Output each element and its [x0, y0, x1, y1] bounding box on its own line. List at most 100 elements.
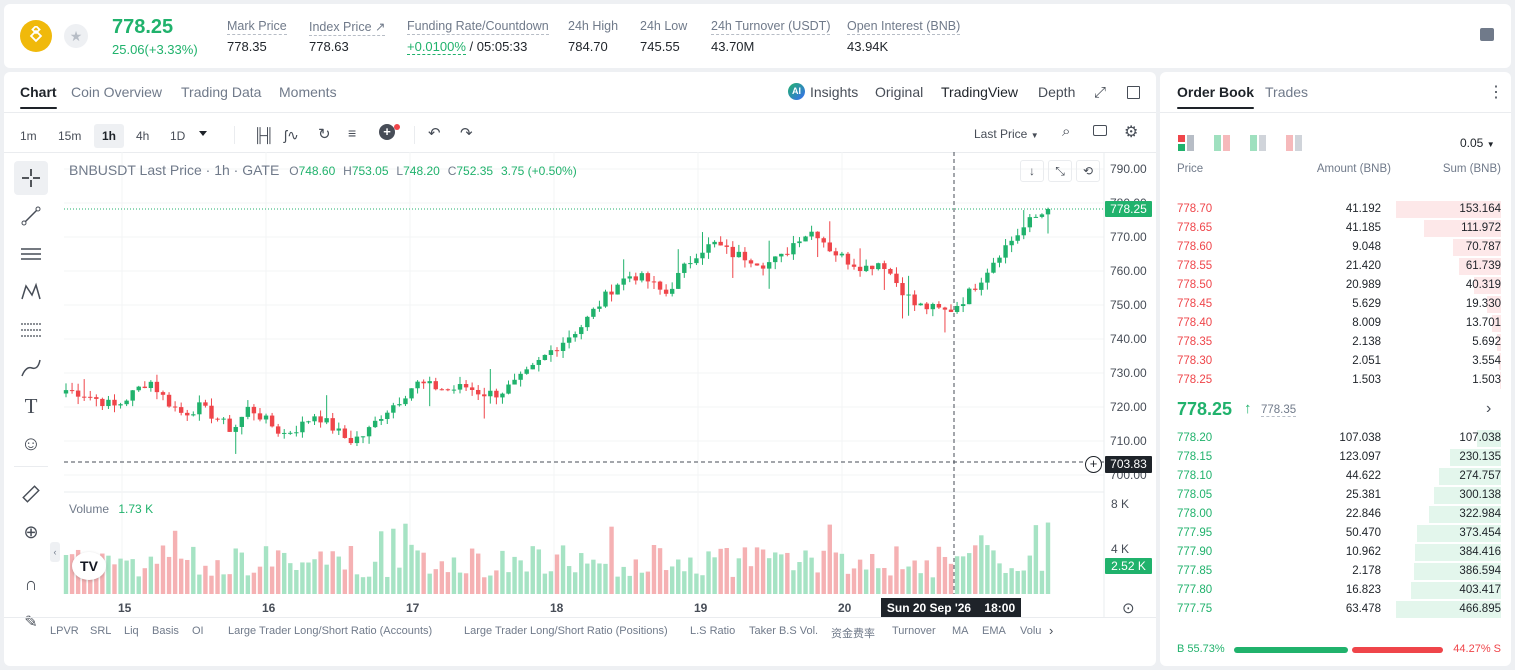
tab-chart[interactable]: Chart [12, 84, 65, 109]
tab-order-book[interactable]: Order Book [1169, 84, 1262, 109]
indicator-item[interactable]: 资金费率 [831, 628, 875, 640]
book-both-icon[interactable] [1178, 135, 1195, 151]
indicator-item[interactable]: Turnover [892, 625, 936, 637]
replay-icon[interactable]: ↻ [318, 126, 331, 143]
book-bids-icon[interactable] [1250, 135, 1267, 151]
book-icon[interactable] [1480, 28, 1494, 41]
bid-row[interactable]: 778.10 44.622 274.757 [1160, 467, 1511, 486]
price-type-select[interactable]: Last Price ▼ [974, 127, 1039, 141]
bid-row[interactable]: 777.80 16.823 403.417 [1160, 581, 1511, 600]
bid-row[interactable]: 777.95 50.470 373.454 [1160, 524, 1511, 543]
bid-row[interactable]: 778.00 22.846 322.984 [1160, 505, 1511, 524]
ask-row[interactable]: 778.70 41.192 153.164 [1160, 200, 1511, 219]
timeframe-dropdown-icon[interactable] [199, 131, 207, 136]
add-alert-icon[interactable]: + [1085, 456, 1102, 473]
expand-icon[interactable]: ⤢ [1094, 84, 1107, 101]
ask-row[interactable]: 778.40 8.009 13.701 [1160, 314, 1511, 333]
book-buy-sell-icon[interactable] [1214, 135, 1231, 151]
horizontal-lines-tool-icon[interactable] [14, 237, 48, 271]
indicator-item[interactable]: EMA [982, 625, 1006, 637]
emoji-tool-icon[interactable]: ☺ [20, 432, 42, 455]
view-depth[interactable]: Depth [1038, 84, 1076, 100]
undo-icon[interactable]: ↶ [428, 125, 441, 142]
indicator-chart-icon[interactable]: ʃ∿ [284, 127, 299, 143]
collapse-toolbar-icon[interactable]: ‹ [50, 542, 60, 562]
pencil-tool-icon[interactable]: ✎ [24, 614, 38, 631]
indicator-item[interactable]: Large Trader Long/Short Ratio (Accounts) [228, 625, 433, 637]
view-tradingview[interactable]: TradingView [941, 84, 1019, 100]
refresh-icon[interactable]: ⟲ [1076, 160, 1100, 182]
gear-icon[interactable]: ⚙ [1124, 124, 1139, 141]
candle-type-icon[interactable]: ╟╢ [254, 127, 274, 143]
price-chart[interactable] [4, 72, 1156, 666]
indicator-item[interactable]: Volu [1020, 625, 1042, 637]
more-options-icon[interactable]: ⋮ [1488, 84, 1504, 101]
indicator-item[interactable]: OI [192, 625, 204, 637]
bid-row[interactable]: 777.75 63.478 466.895 [1160, 600, 1511, 619]
indicator-item[interactable]: Taker B.S Vol. [749, 625, 819, 637]
ask-row[interactable]: 778.35 2.138 5.692 [1160, 333, 1511, 352]
window-icon[interactable] [1127, 86, 1140, 99]
book-asks-icon[interactable] [1286, 135, 1303, 151]
indicator-item[interactable]: Large Trader Long/Short Ratio (Positions… [464, 625, 668, 637]
ask-row[interactable]: 778.65 41.185 111.972 [1160, 219, 1511, 238]
bid-row[interactable]: 777.90 10.962 384.416 [1160, 543, 1511, 562]
open-interest-label[interactable]: Open Interest (BNB) [847, 19, 961, 35]
precision-select[interactable]: 0.05 ▼ [1460, 136, 1495, 150]
timeframe-1m[interactable]: 1m [20, 129, 37, 143]
collapse-icon[interactable]: ⤡ [1048, 160, 1072, 182]
funding-rate[interactable]: +0.0100% [407, 39, 466, 55]
turnover-label[interactable]: 24h Turnover (USDT) [711, 19, 831, 35]
indicator-item[interactable]: LPVR [50, 625, 79, 637]
trend-line-tool-icon[interactable] [14, 199, 48, 233]
bid-row[interactable]: 778.05 25.381 300.138 [1160, 486, 1511, 505]
bid-row[interactable]: 777.85 2.178 386.594 [1160, 562, 1511, 581]
crosshair-tool-icon[interactable] [14, 161, 48, 195]
view-original[interactable]: Original [875, 84, 924, 100]
indicator-item[interactable]: L.S Ratio [690, 625, 736, 637]
ask-row[interactable]: 778.60 9.048 70.787 [1160, 238, 1511, 257]
indicator-item[interactable]: Basis [152, 625, 179, 637]
fib-tool-icon[interactable] [14, 313, 48, 347]
timeframe-1h[interactable]: 1h [94, 124, 125, 148]
templates-icon[interactable]: ≡ [348, 125, 357, 141]
chart-settings-icon[interactable]: ⊙ [1122, 600, 1135, 617]
scroll-down-icon[interactable]: ↓ [1020, 160, 1044, 182]
ask-row[interactable]: 778.30 2.051 3.554 [1160, 352, 1511, 371]
timeframe-15m[interactable]: 15m [58, 129, 82, 143]
ask-row[interactable]: 778.50 20.989 40.319 [1160, 276, 1511, 295]
ask-row[interactable]: 778.25 1.503 1.503 [1160, 371, 1511, 390]
ask-row[interactable]: 778.45 5.629 19.330 [1160, 295, 1511, 314]
tab-coin-overview[interactable]: Coin Overview [71, 84, 163, 100]
indicator-item[interactable]: MA [952, 625, 969, 637]
funding-rate-label[interactable]: Funding Rate/Countdown [407, 19, 549, 35]
add-indicator-icon[interactable]: + [379, 124, 395, 140]
view-insights[interactable]: Insights [810, 84, 859, 100]
search-icon[interactable]: ⌕ [1062, 123, 1071, 140]
indicators-next-icon[interactable]: › [1049, 623, 1054, 638]
redo-icon[interactable]: ↷ [460, 125, 473, 142]
text-tool-icon[interactable]: T [24, 393, 38, 418]
indicator-item[interactable]: Liq [124, 625, 139, 637]
bid-row[interactable]: 778.20 107.038 107.038 [1160, 429, 1511, 448]
mid-mark-price[interactable]: 778.35 [1261, 404, 1297, 417]
magnet-tool-icon[interactable]: ∩ [24, 573, 38, 594]
ask-row[interactable]: 778.55 21.420 61.739 [1160, 257, 1511, 276]
favorite-star-icon[interactable]: ★ [64, 24, 88, 48]
timeframe-1d[interactable]: 1D [170, 129, 186, 143]
tab-moments[interactable]: Moments [279, 84, 337, 100]
indicator-item[interactable]: SRL [90, 625, 112, 637]
bid-row[interactable]: 778.15 123.097 230.135 [1160, 448, 1511, 467]
timeframe-4h[interactable]: 4h [136, 129, 150, 143]
camera-icon[interactable] [1093, 125, 1107, 136]
index-price-label[interactable]: Index Price ↗ [309, 20, 386, 36]
mark-price-label[interactable]: Mark Price [227, 19, 287, 35]
brush-tool-icon[interactable] [14, 351, 48, 385]
pattern-tool-icon[interactable] [14, 275, 48, 309]
zoom-in-tool-icon[interactable]: ⊕ [23, 521, 39, 542]
tab-trades[interactable]: Trades [1265, 84, 1309, 100]
tab-trading-data[interactable]: Trading Data [181, 84, 262, 100]
chevron-right-icon[interactable]: › [1486, 400, 1492, 417]
ruler-tool-icon[interactable] [14, 477, 48, 511]
insights-ai-icon[interactable]: AI [788, 83, 805, 100]
